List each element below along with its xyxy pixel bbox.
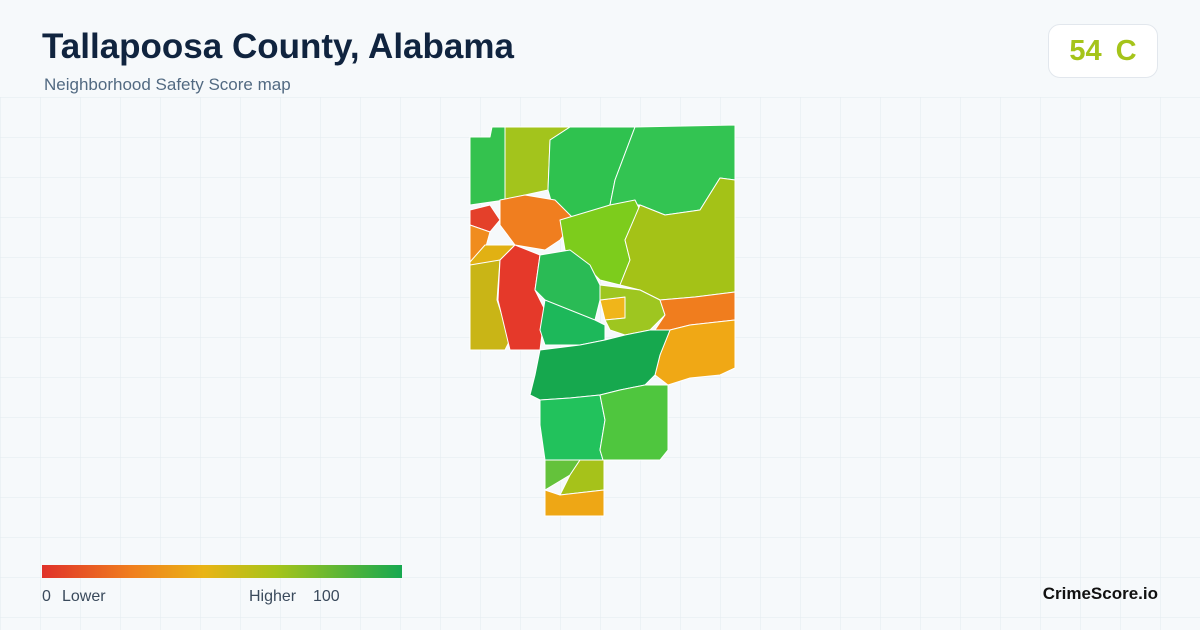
region[interactable]: [539, 394, 606, 461]
region[interactable]: [529, 329, 671, 401]
county-map: [469, 124, 736, 517]
region[interactable]: [599, 284, 666, 336]
legend-min-label: Lower: [62, 588, 106, 605]
title: Tallapoosa County, Alabama: [42, 27, 514, 66]
score-value: 54: [1069, 34, 1102, 67]
subtitle: Neighborhood Safety Score map: [44, 75, 291, 94]
legend-min: 0: [42, 588, 51, 605]
region[interactable]: [469, 126, 506, 206]
region[interactable]: [499, 194, 576, 251]
legend-max: 100: [313, 588, 340, 605]
legend-max-label: Higher: [249, 588, 297, 605]
region[interactable]: [544, 489, 605, 517]
legend-gradient: [42, 565, 402, 578]
score-badge: 54 C: [1048, 24, 1158, 78]
region[interactable]: [469, 204, 501, 233]
region[interactable]: [599, 384, 669, 461]
region[interactable]: [599, 296, 626, 321]
brand: CrimeScore.io: [1042, 584, 1158, 603]
score-grade: C: [1115, 34, 1137, 67]
